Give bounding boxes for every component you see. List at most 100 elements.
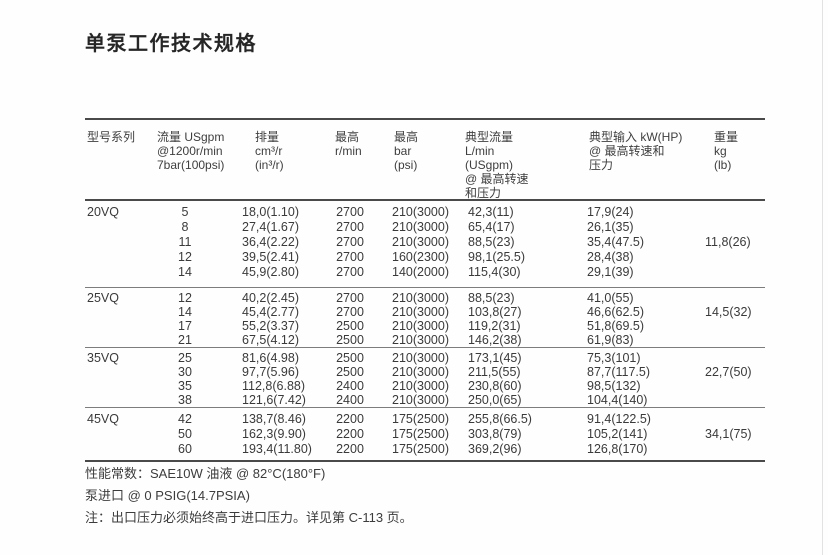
- cell-typical-input: 35,4(47.5): [587, 235, 644, 249]
- cell-typical-input: 28,4(38): [587, 250, 634, 264]
- cell-max-speed: 2400: [336, 393, 364, 407]
- cell-typical-flow: 65,4(17): [468, 220, 515, 234]
- col-header-max-speed: 最高 r/min: [335, 130, 362, 158]
- cell-displacement: 55,2(3.37): [242, 319, 299, 333]
- cell-displacement: 39,5(2.41): [242, 250, 299, 264]
- cell-typical-input: 126,8(170): [587, 442, 648, 456]
- cell-flow: 11: [178, 235, 192, 249]
- cell-typical-flow: 119,2(31): [468, 319, 521, 333]
- cell-max-pressure: 210(3000): [392, 319, 449, 333]
- page-edge-divider: [822, 0, 823, 555]
- cell-max-speed: 2700: [336, 205, 364, 219]
- cell-max-speed: 2700: [336, 305, 364, 319]
- col-header-weight: 重量 kg (lb): [714, 130, 739, 172]
- table-group-20vq: 20VQ 5 18,0(1.10) 2700 210(3000) 42,3(11) 17,9…: [85, 201, 765, 288]
- cell-displacement: 40,2(2.45): [242, 291, 299, 305]
- table-group-45vq: 45VQ 42 138,7(8.46) 2200 175(2500) 255,8(66.5…: [85, 408, 765, 462]
- cell-max-pressure: 210(3000): [392, 305, 449, 319]
- cell-typical-input: 91,4(122.5): [587, 412, 651, 426]
- table-header-row: 型号系列 流量 USgpm @1200r/min 7bar(100psi) 排量…: [85, 118, 765, 201]
- cell-displacement: 27,4(1.67): [242, 220, 299, 234]
- cell-typical-input: 104,4(140): [587, 393, 648, 407]
- cell-typical-input: 26,1(35): [587, 220, 634, 234]
- cell-max-speed: 2700: [336, 220, 364, 234]
- cell-flow: 21: [178, 333, 192, 347]
- cell-flow: 25: [178, 351, 192, 365]
- cell-typical-flow: 211,5(55): [468, 365, 521, 379]
- cell-flow: 14: [178, 305, 192, 319]
- cell-flow: 50: [178, 427, 192, 441]
- cell-displacement: 45,9(2.80): [242, 265, 299, 279]
- col-header-max-pressure: 最高 bar (psi): [394, 130, 419, 172]
- spec-table: 型号系列 流量 USgpm @1200r/min 7bar(100psi) 排量…: [85, 118, 765, 462]
- cell-displacement: 67,5(4.12): [242, 333, 299, 347]
- cell-max-speed: 2500: [336, 351, 364, 365]
- cell-displacement: 81,6(4.98): [242, 351, 299, 365]
- cell-max-speed: 2200: [336, 427, 364, 441]
- cell-displacement: 193,4(11.80): [242, 442, 312, 456]
- table-group-25vq: 25VQ 12 40,2(2.45) 2700 210(3000) 88,5(23) 41,…: [85, 288, 765, 348]
- cell-flow: 35: [178, 379, 192, 393]
- cell-max-speed: 2200: [336, 442, 364, 456]
- cell-typical-flow: 115,4(30): [468, 265, 521, 279]
- cell-typical-flow: 42,3(11): [468, 205, 514, 219]
- footer-notes: 性能常数：SAE10W 油液 @ 82°C(180°F) 泵进口 @ 0 PSI…: [85, 466, 413, 532]
- cell-typical-flow: 255,8(66.5): [468, 412, 532, 426]
- cell-model-series: 25VQ: [87, 291, 119, 305]
- col-header-typical-flow: 典型流量 L/min (USgpm) @ 最高转速 和压力: [465, 130, 529, 200]
- cell-max-speed: 2500: [336, 319, 364, 333]
- cell-max-pressure: 210(3000): [392, 291, 449, 305]
- cell-max-speed: 2200: [336, 412, 364, 426]
- cell-weight: 11,8(26): [705, 235, 751, 249]
- cell-flow: 42: [178, 412, 192, 426]
- cell-max-pressure: 210(3000): [392, 393, 449, 407]
- cell-model-series: 45VQ: [87, 412, 119, 426]
- cell-max-speed: 2400: [336, 379, 364, 393]
- cell-displacement: 18,0(1.10): [242, 205, 299, 219]
- cell-max-pressure: 160(2300): [392, 250, 449, 264]
- cell-max-pressure: 210(3000): [392, 235, 449, 249]
- cell-displacement: 112,8(6.88): [242, 379, 306, 393]
- cell-max-pressure: 175(2500): [392, 427, 449, 441]
- cell-max-speed: 2700: [336, 265, 364, 279]
- cell-max-pressure: 210(3000): [392, 205, 449, 219]
- cell-typical-input: 46,6(62.5): [587, 305, 644, 319]
- cell-typical-flow: 88,5(23): [468, 291, 515, 305]
- col-header-displacement: 排量 cm³/r (in³/r): [255, 130, 284, 172]
- cell-typical-input: 87,7(117.5): [587, 365, 651, 379]
- cell-flow: 12: [178, 250, 192, 264]
- note-performance-constants: 性能常数：SAE10W 油液 @ 82°C(180°F): [85, 466, 326, 481]
- cell-typical-flow: 369,2(96): [468, 442, 522, 456]
- cell-typical-input: 61,9(83): [587, 333, 634, 347]
- col-header-model: 型号系列: [87, 130, 136, 144]
- cell-typical-input: 41,0(55): [587, 291, 634, 305]
- cell-flow: 14: [178, 265, 192, 279]
- cell-weight: 22,7(50): [705, 365, 752, 379]
- cell-typical-input: 98,5(132): [587, 379, 641, 393]
- note-outlet-pressure: 注：出口压力必须始终高于进口压力。详见第 C-113 页。: [85, 510, 413, 525]
- cell-weight: 34,1(75): [705, 427, 752, 441]
- cell-typical-input: 51,8(69.5): [587, 319, 644, 333]
- cell-flow: 8: [181, 220, 189, 234]
- cell-max-speed: 2500: [336, 333, 364, 347]
- cell-flow: 38: [178, 393, 192, 407]
- cell-typical-flow: 303,8(79): [468, 427, 522, 441]
- cell-max-speed: 2700: [336, 235, 364, 249]
- cell-flow: 17: [178, 319, 192, 333]
- cell-max-speed: 2700: [336, 250, 364, 264]
- note-pump-inlet: 泵进口 @ 0 PSIG(14.7PSIA): [85, 488, 250, 503]
- cell-flow: 60: [178, 442, 192, 456]
- cell-weight: 14,5(32): [705, 305, 752, 319]
- cell-displacement: 138,7(8.46): [242, 412, 306, 426]
- cell-flow: 5: [181, 205, 189, 219]
- cell-max-pressure: 140(2000): [392, 265, 449, 279]
- cell-displacement: 36,4(2.22): [242, 235, 299, 249]
- cell-typical-flow: 146,2(38): [468, 333, 522, 347]
- table-body: 20VQ 5 18,0(1.10) 2700 210(3000) 42,3(11) 17,9…: [85, 201, 765, 462]
- cell-max-pressure: 175(2500): [392, 442, 449, 456]
- cell-typical-flow: 173,1(45): [468, 351, 522, 365]
- cell-max-pressure: 175(2500): [392, 412, 449, 426]
- cell-displacement: 45,4(2.77): [242, 305, 299, 319]
- cell-displacement: 121,6(7.42): [242, 393, 306, 407]
